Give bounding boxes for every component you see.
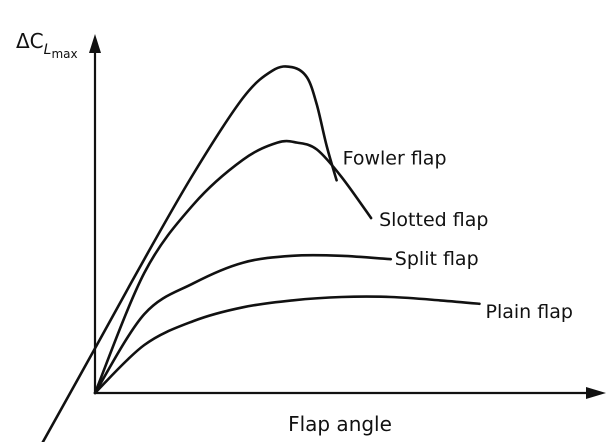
x-axis-label: Flap angle bbox=[288, 412, 392, 436]
y-axis-label-sub-max: max bbox=[51, 47, 77, 61]
y-axis-arrow bbox=[89, 34, 101, 53]
y-axis-label: ΔCLmax bbox=[16, 29, 78, 61]
series-layer: Fowler flap Slotted flap Split flap Plain f… bbox=[41, 65, 573, 442]
series-label-fowler-flap: Fowler flap bbox=[343, 147, 447, 169]
series-label-split-flap: Split flap bbox=[395, 248, 479, 270]
series-label-plain-flap: Plain flap bbox=[486, 301, 573, 323]
y-axis-label-delta: ΔC bbox=[16, 29, 44, 53]
series-line-split-flap bbox=[93, 253, 393, 395]
series-label-slotted-flap: Slotted flap bbox=[379, 209, 488, 231]
series-line-slotted-flap bbox=[93, 139, 373, 395]
x-axis-arrow bbox=[586, 387, 606, 399]
series-line-plain-flap bbox=[93, 295, 481, 395]
y-axis-label-sub-l: L bbox=[44, 42, 52, 58]
series-line-fowler-flap bbox=[41, 65, 338, 442]
